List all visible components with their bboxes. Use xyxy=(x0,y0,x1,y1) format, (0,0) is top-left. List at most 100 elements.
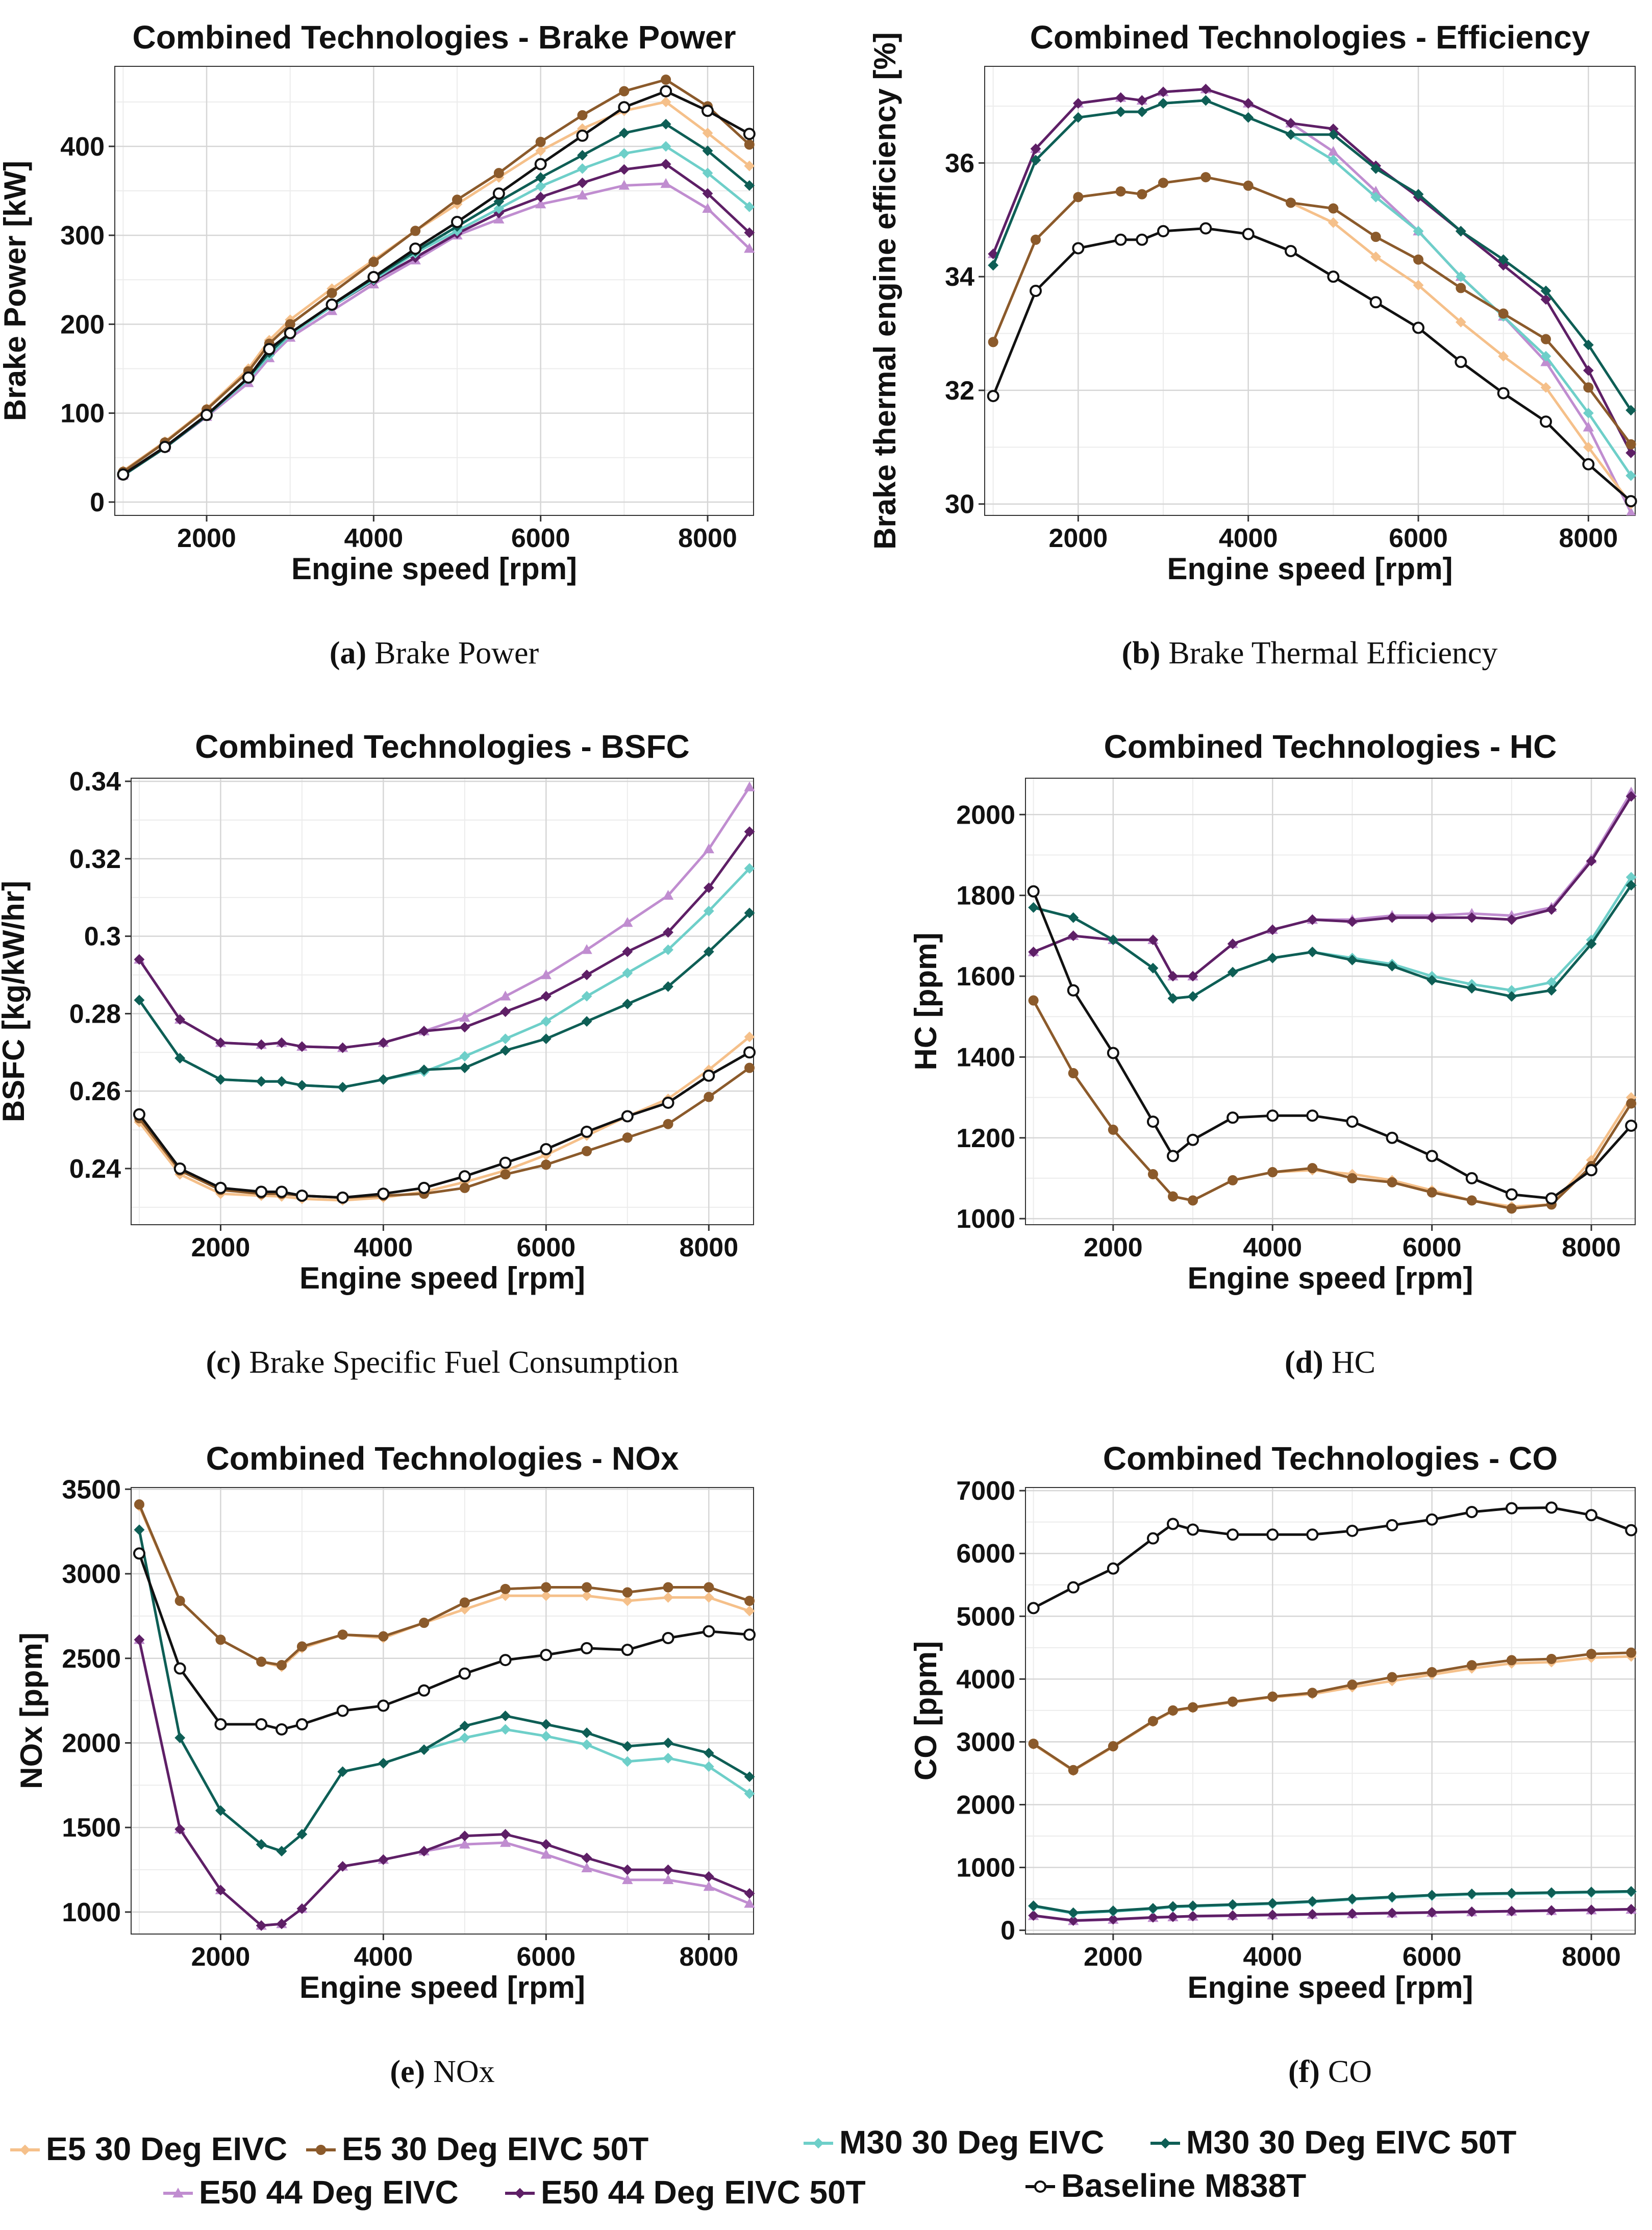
chart-title: Combined Technologies - NOx xyxy=(206,1440,679,1477)
y-tick-label: 0.24 xyxy=(69,1154,121,1184)
data-point xyxy=(1146,1532,1159,1545)
data-point xyxy=(1387,912,1397,923)
data-point xyxy=(1426,1890,1438,1901)
y-tick-label: 1400 xyxy=(956,1043,1015,1072)
data-point xyxy=(378,1074,389,1085)
data-point xyxy=(1498,351,1509,362)
series-e5t xyxy=(988,172,1636,450)
caption-letter: (c) xyxy=(206,1345,241,1380)
chart-title: Combined Technologies - CO xyxy=(1103,1440,1558,1477)
data-point xyxy=(1466,1660,1477,1671)
caption-letter: (d) xyxy=(1285,1345,1323,1380)
data-point xyxy=(581,970,592,980)
series-m30t xyxy=(1028,1886,1637,1918)
data-point xyxy=(1306,1528,1319,1541)
data-point xyxy=(337,1629,348,1640)
data-point xyxy=(1243,180,1254,191)
data-point xyxy=(1167,1191,1178,1202)
data-point xyxy=(368,257,379,267)
data-point xyxy=(1625,1119,1637,1132)
data-point xyxy=(493,168,504,179)
data-point xyxy=(1307,914,1318,925)
y-axis-label: BSFC [kg/kW/hr] xyxy=(0,881,31,1122)
data-point xyxy=(1625,1886,1637,1897)
data-point xyxy=(1625,791,1637,802)
series-e50t xyxy=(1028,1903,1637,1926)
data-point xyxy=(1455,271,1466,282)
data-point xyxy=(492,187,505,200)
data-point xyxy=(499,1837,511,1847)
data-point xyxy=(500,1711,511,1721)
data-point xyxy=(276,1076,287,1087)
data-point xyxy=(295,1718,308,1731)
data-point xyxy=(1540,382,1551,393)
data-point xyxy=(1187,1523,1199,1536)
data-point xyxy=(662,1874,674,1885)
data-point xyxy=(1167,993,1179,1004)
data-point xyxy=(327,288,337,299)
data-point xyxy=(459,1011,470,1022)
x-tick-label: 4000 xyxy=(344,524,404,553)
data-point xyxy=(1506,1655,1517,1666)
data-point xyxy=(744,1788,755,1799)
data-point xyxy=(1426,912,1438,923)
data-point xyxy=(703,905,714,916)
data-point xyxy=(1068,1907,1079,1918)
data-point xyxy=(1200,84,1211,94)
x-axis-label: Engine speed [rpm] xyxy=(299,1261,585,1295)
data-point xyxy=(663,1738,673,1748)
data-point xyxy=(663,927,673,938)
legend-label: E50 44 Deg EIVC 50T xyxy=(541,2174,866,2211)
plot-area xyxy=(1025,778,1635,1225)
data-point xyxy=(1286,197,1296,208)
data-point xyxy=(581,990,592,1002)
data-point xyxy=(1107,1047,1119,1059)
data-point xyxy=(214,1718,227,1731)
data-point xyxy=(1466,983,1478,994)
data-point xyxy=(500,1045,511,1056)
data-point xyxy=(540,1730,552,1742)
data-point xyxy=(1267,1167,1278,1178)
caption-text: Brake Specific Fuel Consumption xyxy=(249,1345,679,1380)
data-point xyxy=(1027,1602,1040,1615)
data-point xyxy=(1466,1195,1477,1206)
data-point xyxy=(1455,316,1466,328)
data-point xyxy=(337,1766,348,1777)
data-point xyxy=(418,1181,431,1194)
data-point xyxy=(1107,1562,1119,1575)
data-point xyxy=(744,781,755,791)
data-point xyxy=(744,1596,755,1606)
data-point xyxy=(663,1119,673,1129)
data-point xyxy=(1545,1192,1558,1205)
data-point xyxy=(276,1723,288,1736)
data-point xyxy=(1465,1172,1478,1184)
y-tick-label: 7000 xyxy=(956,1476,1015,1506)
data-point xyxy=(541,1582,552,1593)
y-tick-label: 0 xyxy=(1000,1916,1015,1946)
y-axis-label: CO [ppm] xyxy=(909,1641,943,1780)
data-point xyxy=(174,1014,186,1025)
y-axis-label: Brake thermal engine efficiency [%] xyxy=(868,32,902,550)
data-point xyxy=(1626,1098,1637,1109)
data-point xyxy=(660,159,671,170)
data-point xyxy=(1413,254,1423,265)
x-tick-label: 4000 xyxy=(1243,1942,1302,1972)
x-tick-label: 8000 xyxy=(1562,1233,1621,1262)
data-point xyxy=(1546,1653,1557,1664)
y-tick-label: 3500 xyxy=(62,1475,121,1504)
data-point xyxy=(134,1524,145,1535)
data-point xyxy=(256,1920,267,1931)
data-point xyxy=(744,1062,755,1073)
data-point xyxy=(1346,1116,1359,1128)
y-tick-label: 34 xyxy=(945,262,974,292)
data-point xyxy=(581,1739,592,1750)
data-point xyxy=(1166,1518,1179,1530)
data-point xyxy=(703,1761,714,1772)
data-point xyxy=(1625,405,1637,416)
data-point xyxy=(493,203,505,214)
data-point xyxy=(618,128,630,139)
data-point xyxy=(1158,97,1169,109)
data-point xyxy=(581,1590,592,1601)
data-point xyxy=(337,1042,348,1053)
